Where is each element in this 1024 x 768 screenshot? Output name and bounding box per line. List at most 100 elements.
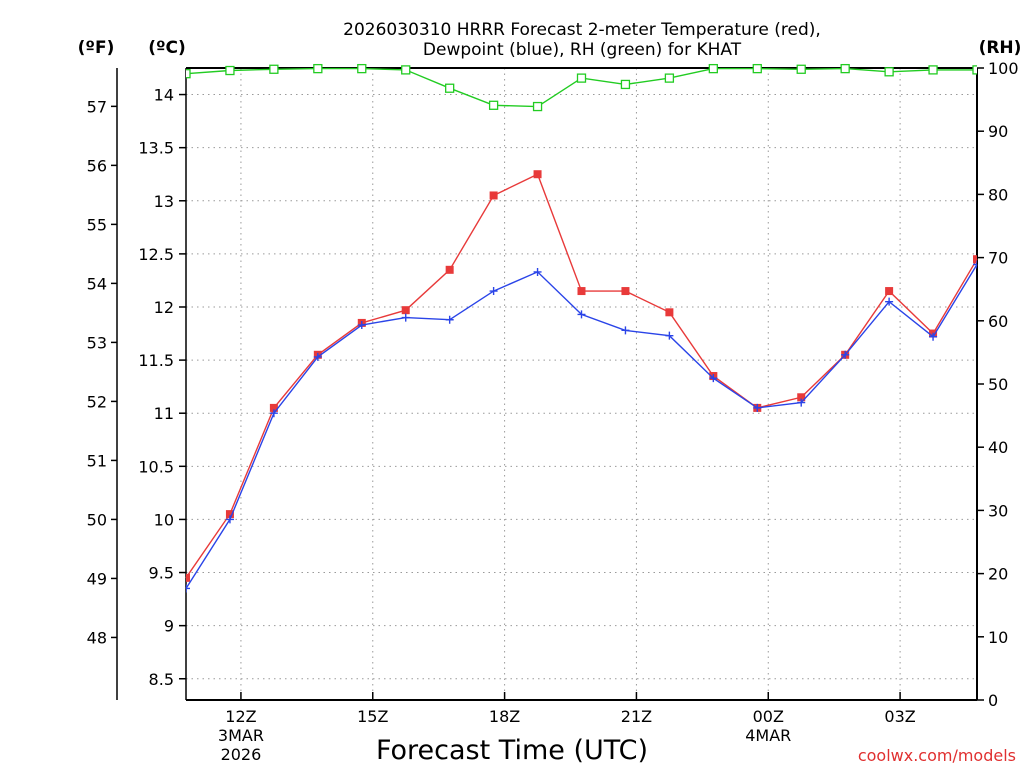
celsius-tick-label: 10 [154,510,174,529]
rh-point [532,101,543,112]
temperature-point [186,573,190,582]
x-tick-label: 21Z [621,707,652,726]
rh-point [269,64,279,74]
dewpoint-point-cross [313,352,322,361]
temperature-point [577,287,586,296]
dewpoint-point-cross [357,321,366,330]
rh-point [445,83,455,93]
rh-tick-label: 80 [988,185,1008,204]
rh-point [708,63,718,74]
dewpoint-point-cross [186,584,190,593]
dewpoint-point [929,332,938,341]
grid-lines [186,68,977,700]
rh-point [884,67,894,77]
temperature-point [665,308,674,317]
fahrenheit-tick-label: 55 [87,215,107,234]
dewpoint-point [577,310,586,319]
rh-tick-label: 100 [988,59,1019,78]
dewpoint-point [445,315,454,324]
celsius-tick-label: 12 [154,298,174,317]
data-series [185,63,978,593]
rh-tick-label: 10 [988,628,1008,647]
celsius-tick-label: 14 [154,86,174,105]
rh-tick-label: 0 [988,691,998,710]
dewpoint-point-cross [577,310,586,319]
celsius-tick-label: 11 [154,404,174,423]
dewpoint-point [753,403,762,412]
x-tick-label: 12Z [225,707,256,726]
celsius-tick-label: 12.5 [138,245,174,264]
rh-point [186,69,191,79]
rh-point [972,65,977,75]
dewpoint-point [186,584,190,593]
rh-point [752,63,762,74]
rh-tick-label: 70 [988,249,1008,268]
dewpoint-point-cross [445,315,454,324]
dewpoint-point [225,515,234,524]
rh-unit-label: (RH) [979,38,1022,58]
temperature-point [797,393,806,402]
dewpoint-point-cross [269,409,278,418]
dewpoint-point [489,287,498,296]
dewpoint-point-cross [489,287,498,296]
temperature-line [185,173,978,579]
temperature-point [533,170,542,179]
x-tick-label: 15Z [357,707,388,726]
celsius-tick-label: 9.5 [149,564,174,583]
celsius-tick-label: 13 [154,192,174,211]
temperature-point [225,510,234,519]
celsius-tick-label: 13.5 [138,139,174,158]
rh-tick-label: 90 [988,122,1008,141]
rh-point [796,64,806,74]
dewpoint-point-cross [841,350,850,359]
fahrenheit-tick-label: 51 [87,451,107,470]
chart-title-line-1: 2026030310 HRRR Forecast 2-meter Tempera… [343,20,821,40]
dewpoint-point-cross [797,398,806,407]
dewpoint-point [313,352,322,361]
fahrenheit-unit-label: (ºF) [78,38,115,58]
x-axis-title: Forecast Time (UTC) [376,735,648,766]
temperature-point [489,191,498,200]
fahrenheit-tick-label: 57 [87,97,107,116]
celsius-tick-label: 9 [164,617,174,636]
dewpoint-point [401,313,410,322]
chart-text: 2026030310 HRRR Forecast 2-meter Tempera… [78,20,1022,766]
dewpoint-point-cross [929,332,938,341]
dewpoint-point-cross [533,267,542,276]
dewpoint-point-cross [401,313,410,322]
rh-point [357,63,367,74]
rh-point [928,65,938,75]
fahrenheit-tick-label: 48 [87,628,107,647]
rh-tick-label: 60 [988,312,1008,331]
dewpoint-point [665,331,674,340]
rh-point [313,63,323,74]
temperature-point [973,255,977,264]
temperature-point [885,287,894,296]
rh-point [840,63,850,74]
celsius-tick-label: 10.5 [138,457,174,476]
rh-point [488,100,499,110]
temperature-point [269,403,278,412]
temperature-point [401,306,410,315]
rh-point [664,73,675,83]
fahrenheit-tick-label: 54 [87,274,107,293]
dewpoint-point [885,297,894,306]
source-credit: coolwx.com/models [858,746,1016,765]
dewpoint-point-cross [225,515,234,524]
rh-point [620,79,631,90]
axes [111,67,984,701]
rh-point [401,65,411,75]
x-tick-date-label: 2026 [221,745,262,764]
x-tick-date-label: 4MAR [745,726,791,745]
dewpoint-point-cross [665,331,674,340]
x-tick-label: 18Z [489,707,520,726]
temperature-point [621,287,630,296]
dewpoint-point [621,326,630,335]
dewpoint-point-cross [973,260,977,269]
fahrenheit-tick-label: 52 [87,392,107,411]
dewpoint-point [533,267,542,276]
rh-tick-label: 40 [988,438,1008,457]
x-tick-date-label: 3MAR [218,726,264,745]
dewpoint-point-cross [621,326,630,335]
chart-title-line-2: Dewpoint (blue), RH (green) for KHAT [423,40,742,60]
